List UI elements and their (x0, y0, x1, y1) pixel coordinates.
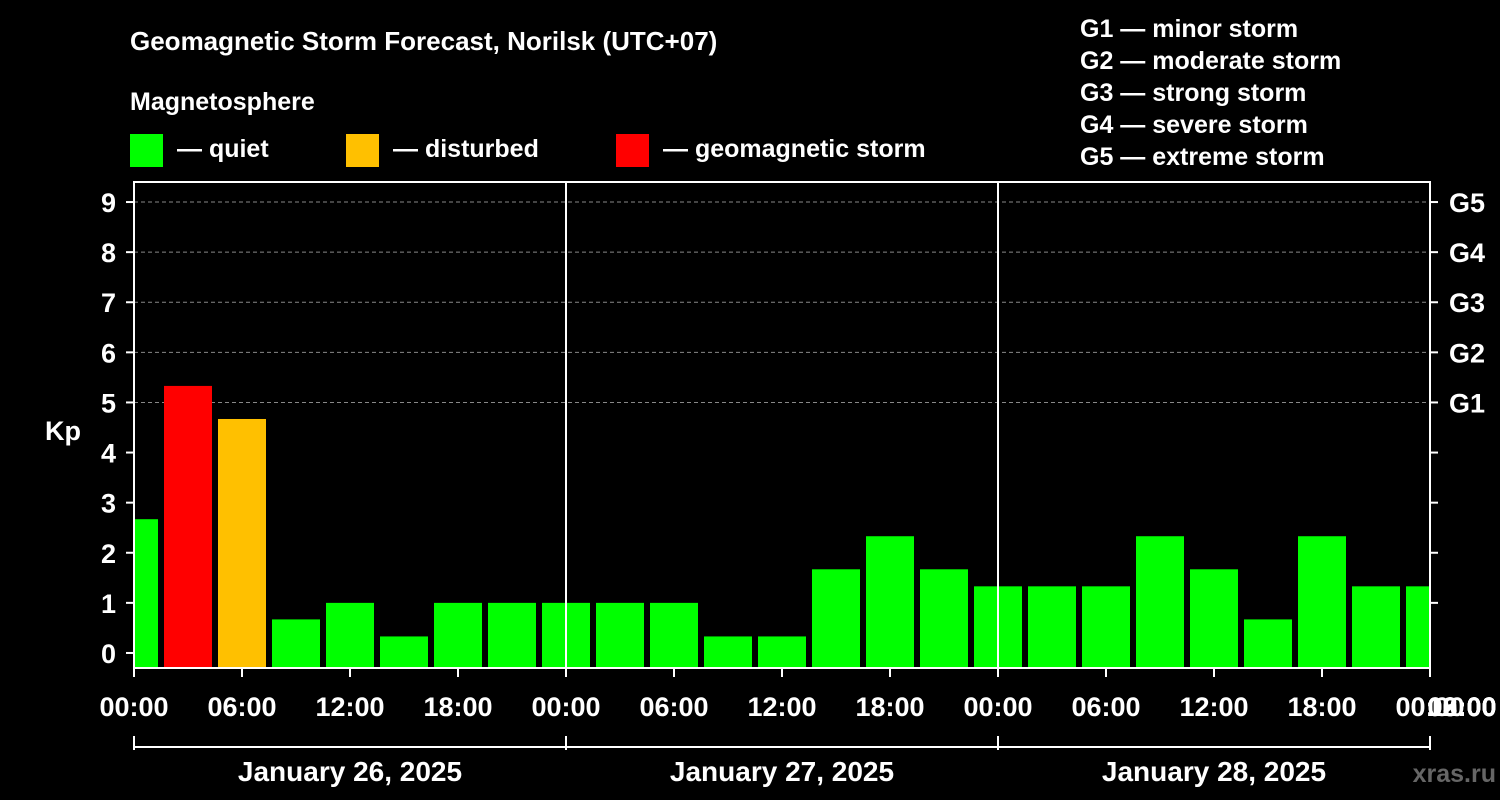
legend-title: Magnetosphere (130, 88, 315, 116)
legend-swatch-0 (130, 134, 163, 167)
y-tick-label-2: 2 (101, 539, 116, 569)
kp-bar-4 (326, 602, 374, 668)
kp-bar-15 (920, 569, 968, 668)
g-tick-label-G3: G3 (1449, 288, 1485, 318)
kp-bar-0 (135, 519, 158, 668)
x-tick-label-12: 00:00 (1395, 692, 1464, 722)
kp-bar-23 (1352, 586, 1400, 668)
kp-bar-7 (488, 602, 536, 668)
kp-bar-19 (1136, 536, 1184, 668)
x-tick-label-1: 06:00 (207, 692, 276, 722)
kp-bar-17 (1028, 586, 1076, 668)
y-tick-label-6: 6 (101, 338, 116, 368)
g-tick-label-G1: G1 (1449, 388, 1485, 418)
kp-bar-22 (1298, 536, 1346, 668)
x-tick-label-6: 12:00 (747, 692, 816, 722)
x-tick-label-2: 12:00 (315, 692, 384, 722)
kp-bar-11 (704, 636, 752, 668)
day-label-0: January 26, 2025 (238, 756, 462, 787)
day-labels: January 26, 2025 January 27, 2025 January … (133, 736, 1431, 787)
x-tick-label-13: 06:00 (1427, 692, 1496, 722)
y-tick-label-9: 9 (101, 188, 116, 218)
storm-scale-legend: G1 — minor storm G2 — moderate storm G3 — … (1080, 15, 1341, 171)
y-axis: 0 1 2 3 4 5 6 7 8 9 (101, 188, 134, 669)
x-tick-label-5: 06:00 (639, 692, 708, 722)
kp-bar-14 (866, 536, 914, 668)
day-separators (565, 182, 999, 668)
kp-bar-10 (650, 602, 698, 668)
kp-bar-20 (1190, 569, 1238, 668)
kp-bar-6 (434, 602, 482, 668)
g-tick-label-G5: G5 (1449, 188, 1485, 218)
kp-bar-9 (596, 602, 644, 668)
g-level-axis: G1 G2 G3 G4 G5 (1430, 188, 1485, 604)
kp-bar-3 (272, 619, 320, 668)
watermark: xras.ru (1413, 760, 1496, 788)
y-tick-label-3: 3 (101, 489, 116, 519)
x-tick-label-0: 00:00 (99, 692, 168, 722)
x-tick-label-15: 18:00 (1427, 692, 1496, 722)
day-label-1: January 27, 2025 (670, 756, 894, 787)
storm-scale-item-0: G1 — minor storm (1080, 15, 1298, 43)
day-label-2: January 28, 2025 (1102, 756, 1326, 787)
y-tick-label-0: 0 (101, 639, 116, 669)
storm-scale-item-3: G4 — severe storm (1080, 111, 1308, 139)
gridlines (134, 201, 1430, 403)
x-tick-label-8: 00:00 (963, 692, 1032, 722)
legend-swatch-2 (616, 134, 649, 167)
x-tick-label-7: 18:00 (855, 692, 924, 722)
g-tick-label-G4: G4 (1449, 238, 1485, 268)
x-tick-label-3: 18:00 (423, 692, 492, 722)
legend-label-0: — quiet (177, 135, 269, 163)
kp-bar-18 (1082, 586, 1130, 668)
kp-bar-5 (380, 636, 428, 668)
y-axis-label: Kp (45, 416, 81, 446)
y-tick-label-5: 5 (101, 388, 116, 418)
x-tick-label-11: 18:00 (1287, 692, 1356, 722)
storm-scale-item-2: G3 — strong storm (1080, 79, 1306, 107)
kp-bar-24 (1406, 586, 1429, 668)
kp-bar-21 (1244, 619, 1292, 668)
legend-label-1: — disturbed (393, 135, 539, 163)
legend-swatch-1 (346, 134, 379, 167)
kp-bar-2 (218, 418, 266, 668)
storm-scale-item-4: G5 — extreme storm (1080, 143, 1325, 171)
kp-bar-13 (812, 569, 860, 668)
kp-bar-12 (758, 636, 806, 668)
x-tick-label-14: 12:00 (1427, 692, 1496, 722)
g-tick-label-G2: G2 (1449, 338, 1485, 368)
y-tick-label-1: 1 (101, 589, 116, 619)
kp-bar-1 (164, 385, 212, 668)
y-tick-label-8: 8 (101, 238, 116, 268)
legend: — quiet — disturbed — geomagnetic storm (130, 134, 926, 167)
kp-bars (135, 385, 1429, 668)
y-tick-label-7: 7 (101, 288, 116, 318)
x-tick-label-4: 00:00 (531, 692, 600, 722)
x-tick-label-16: 00:00 (1427, 692, 1496, 722)
x-axis: 00:00 06:00 12:00 18:00 00:00 06:00 12:00 18:00… (99, 668, 1497, 722)
y-tick-label-4: 4 (101, 439, 116, 469)
chart-title: Geomagnetic Storm Forecast, Norilsk (UTC… (130, 26, 717, 56)
x-tick-label-9: 06:00 (1071, 692, 1140, 722)
legend-label-2: — geomagnetic storm (663, 135, 926, 163)
x-tick-label-10: 12:00 (1179, 692, 1248, 722)
storm-scale-item-1: G2 — moderate storm (1080, 47, 1341, 75)
